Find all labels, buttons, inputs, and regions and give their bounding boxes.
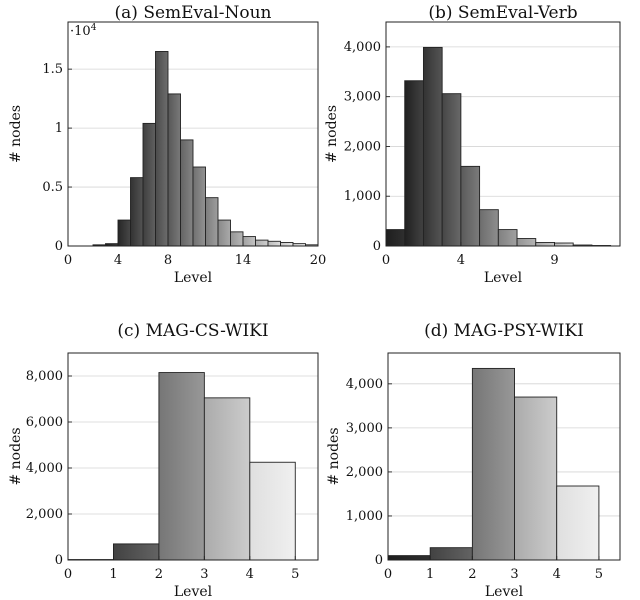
x-tick-label: 0 xyxy=(64,567,72,582)
y-tick-label: 3,000 xyxy=(344,90,381,105)
x-tick-label: 4 xyxy=(457,253,465,268)
bar xyxy=(217,219,231,247)
x-axis-label: Level xyxy=(174,270,213,286)
chart-panel-4: 0 1 2 3 4 5 0 1,000 2,000 3,000 4,000 (d) MAG-PSY-W… xyxy=(326,321,621,600)
y-tick-label: 0 xyxy=(375,553,383,568)
chart-panel-3: 0 1 2 3 4 5 0 2,000 4,000 6,000 8,000 (c) MAG-CS-WI… xyxy=(8,321,319,600)
bar xyxy=(404,80,424,247)
chart-panel-2: 0 4 9 0 1,000 2,000 3,000 4,000 (b) SemEval-Verb… xyxy=(324,3,621,286)
chart-title: (a) SemEval-Noun xyxy=(115,3,272,23)
x-axis-label: Level xyxy=(485,584,524,600)
x-tick-label: 2 xyxy=(468,567,476,582)
bar xyxy=(471,367,515,561)
bar xyxy=(267,240,281,247)
y-axis-label: # nodes xyxy=(8,427,24,485)
x-tick-label: 1 xyxy=(426,567,434,582)
x-tick-label: 4 xyxy=(246,567,254,582)
x-tick-label: 5 xyxy=(291,567,299,582)
y-tick-label: 4,000 xyxy=(344,40,381,55)
plot-frame xyxy=(385,21,621,247)
chart-title: (b) SemEval-Verb xyxy=(428,3,577,23)
chart-title: (d) MAG-PSY-WIKI xyxy=(424,321,584,341)
chart-title: (c) MAG-CS-WIKI xyxy=(117,321,268,341)
chart-panel-1: 0 4 8 14 20 0 0.5 1 1.5 (a) SemEval-Noun Level # no… xyxy=(8,3,326,286)
x-tick-label: 0 xyxy=(382,253,390,268)
x-tick-label: 5 xyxy=(595,567,603,582)
y-tick-label: 4,000 xyxy=(346,377,383,392)
x-axis-label: Level xyxy=(174,584,213,600)
x-tick-label: 8 xyxy=(164,253,172,268)
x-tick-label: 1 xyxy=(109,567,117,582)
y-tick-label: 1,000 xyxy=(344,189,381,204)
bar xyxy=(441,93,462,247)
x-tick-label: 2 xyxy=(155,567,163,582)
bar xyxy=(280,242,294,247)
bar xyxy=(167,93,181,247)
bar xyxy=(535,242,555,247)
y-tick-label: 4,000 xyxy=(26,461,63,476)
bar xyxy=(230,231,244,247)
bar xyxy=(387,555,431,561)
bar xyxy=(113,543,160,561)
y-tick-label: 3,000 xyxy=(346,421,383,436)
bar xyxy=(203,397,251,561)
y-tick-label: 0 xyxy=(373,239,381,254)
x-tick-label: 0 xyxy=(384,567,392,582)
bar xyxy=(429,547,473,561)
y-axis-multiplier: ·104 xyxy=(70,23,97,39)
y-tick-label: 0 xyxy=(55,553,63,568)
y-tick-label: 6,000 xyxy=(26,415,63,430)
y-axis-label: # nodes xyxy=(326,427,342,485)
x-tick-label: 3 xyxy=(510,567,518,582)
bar xyxy=(385,229,406,247)
bar xyxy=(192,166,206,247)
y-tick-label: 2,000 xyxy=(26,507,63,522)
x-tick-label: 14 xyxy=(235,253,252,268)
y-axis-label: # nodes xyxy=(324,105,340,163)
y-tick-label: 0 xyxy=(55,239,63,254)
bar xyxy=(516,238,537,247)
plot-frame xyxy=(387,352,621,561)
bar xyxy=(422,46,443,247)
y-tick-label: 8,000 xyxy=(26,369,63,384)
x-axis-label: Level xyxy=(484,270,523,286)
bar xyxy=(249,461,296,561)
y-tick-label: 1 xyxy=(55,121,63,136)
bar xyxy=(556,485,600,561)
x-tick-label: 20 xyxy=(310,253,327,268)
bar xyxy=(514,396,558,561)
y-tick-label: 1.5 xyxy=(42,62,63,77)
bar xyxy=(130,177,144,247)
y-tick-label: 2,000 xyxy=(346,465,383,480)
y-tick-label: 1,000 xyxy=(346,509,383,524)
x-tick-label: 4 xyxy=(553,567,561,582)
plot-frame xyxy=(67,352,319,561)
bar xyxy=(479,209,499,247)
bar xyxy=(158,372,205,561)
bar xyxy=(205,197,219,247)
bar xyxy=(460,165,481,247)
y-axis-label: # nodes xyxy=(8,105,24,163)
bar xyxy=(117,219,131,247)
x-tick-label: 9 xyxy=(550,253,558,268)
y-tick-label: 0.5 xyxy=(42,180,63,195)
plot-frame xyxy=(67,21,319,247)
x-tick-label: 4 xyxy=(114,253,122,268)
bar xyxy=(497,229,518,247)
bar xyxy=(142,122,156,247)
bar xyxy=(255,239,269,247)
bar xyxy=(242,236,256,247)
x-tick-label: 0 xyxy=(64,253,72,268)
x-tick-label: 3 xyxy=(200,567,208,582)
bar xyxy=(155,51,169,247)
y-tick-label: 2,000 xyxy=(344,139,381,154)
bar xyxy=(180,139,194,247)
